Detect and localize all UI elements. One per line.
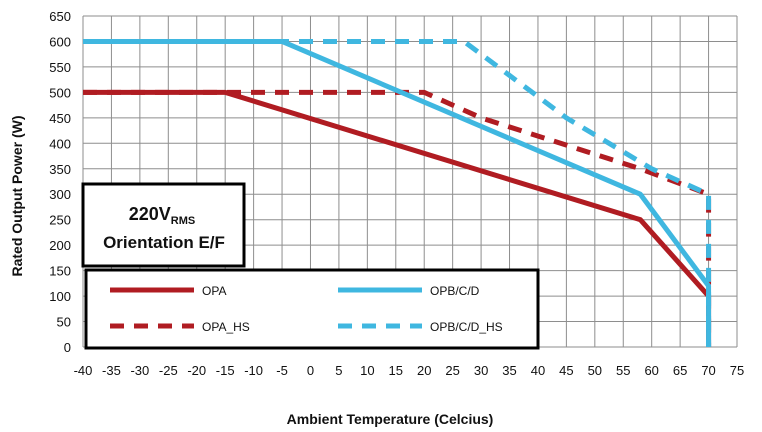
y-tick-label: 450 bbox=[49, 111, 71, 126]
legend-label: OPB/C/D_HS bbox=[430, 320, 503, 334]
x-tick-label: -20 bbox=[187, 363, 206, 378]
legend-label: OPA_HS bbox=[202, 320, 250, 334]
x-tick-label: 60 bbox=[644, 363, 658, 378]
y-tick-label: 600 bbox=[49, 34, 71, 49]
x-tick-label: 75 bbox=[730, 363, 744, 378]
y-tick-label: 100 bbox=[49, 289, 71, 304]
x-tick-label: 15 bbox=[389, 363, 403, 378]
x-tick-label: 25 bbox=[445, 363, 459, 378]
x-tick-label: 70 bbox=[701, 363, 715, 378]
y-axis-title: Rated Output Power (W) bbox=[9, 116, 25, 277]
x-tick-label: 35 bbox=[502, 363, 516, 378]
y-tick-label: 500 bbox=[49, 85, 71, 100]
x-tick-label: -5 bbox=[276, 363, 288, 378]
legend: OPA OPB/C/D OPA_HS OPB/C/D_HS bbox=[84, 268, 540, 350]
x-tick-label: 30 bbox=[474, 363, 488, 378]
y-tick-label: 50 bbox=[57, 315, 71, 330]
x-tick-label: -25 bbox=[159, 363, 178, 378]
legend-label: OPA bbox=[202, 284, 226, 298]
x-tick-label: 45 bbox=[559, 363, 573, 378]
x-axis-title: Ambient Temperature (Celcius) bbox=[287, 411, 494, 427]
series-line-opb-c-d-hs bbox=[83, 38, 712, 347]
x-tick-label: 20 bbox=[417, 363, 431, 378]
x-tick-label: 65 bbox=[673, 363, 687, 378]
x-tick-label: -35 bbox=[102, 363, 121, 378]
x-tick-label: 40 bbox=[531, 363, 545, 378]
series-line-opa-hs bbox=[83, 89, 712, 347]
legend-label: OPB/C/D bbox=[430, 284, 480, 298]
x-tick-label: -10 bbox=[244, 363, 263, 378]
y-tick-label: 400 bbox=[49, 136, 71, 151]
x-tick-label: 50 bbox=[588, 363, 602, 378]
y-tick-label: 150 bbox=[49, 264, 71, 279]
y-tick-label: 300 bbox=[49, 187, 71, 202]
y-tick-label: 250 bbox=[49, 213, 71, 228]
x-tick-label: 5 bbox=[335, 363, 342, 378]
x-tick-label: 55 bbox=[616, 363, 630, 378]
annotation-line2: Orientation E/F bbox=[103, 233, 225, 252]
x-tick-label: 10 bbox=[360, 363, 374, 378]
x-tick-labels: -40 -35 -30 -25 -20 -15 -10 -5 0 5 10 15 20 25 30 35 40 4… bbox=[74, 363, 745, 378]
legend-box bbox=[84, 268, 540, 350]
x-tick-label: -40 bbox=[74, 363, 93, 378]
y-tick-label: 0 bbox=[64, 340, 71, 355]
series-layer bbox=[83, 38, 712, 347]
y-tick-label: 350 bbox=[49, 162, 71, 177]
x-tick-label: 0 bbox=[307, 363, 314, 378]
annotation-line1: 220VRMS bbox=[129, 204, 196, 227]
annotation-box: 220VRMS Orientation E/F bbox=[81, 182, 246, 268]
y-tick-labels: 0 50 100 150 200 250 300 350 400 450 500 550 600 650 bbox=[49, 9, 71, 355]
y-tick-label: 550 bbox=[49, 60, 71, 75]
x-tick-label: -30 bbox=[130, 363, 149, 378]
y-tick-label: 650 bbox=[49, 9, 71, 24]
y-tick-label: 200 bbox=[49, 238, 71, 253]
x-tick-label: -15 bbox=[216, 363, 235, 378]
